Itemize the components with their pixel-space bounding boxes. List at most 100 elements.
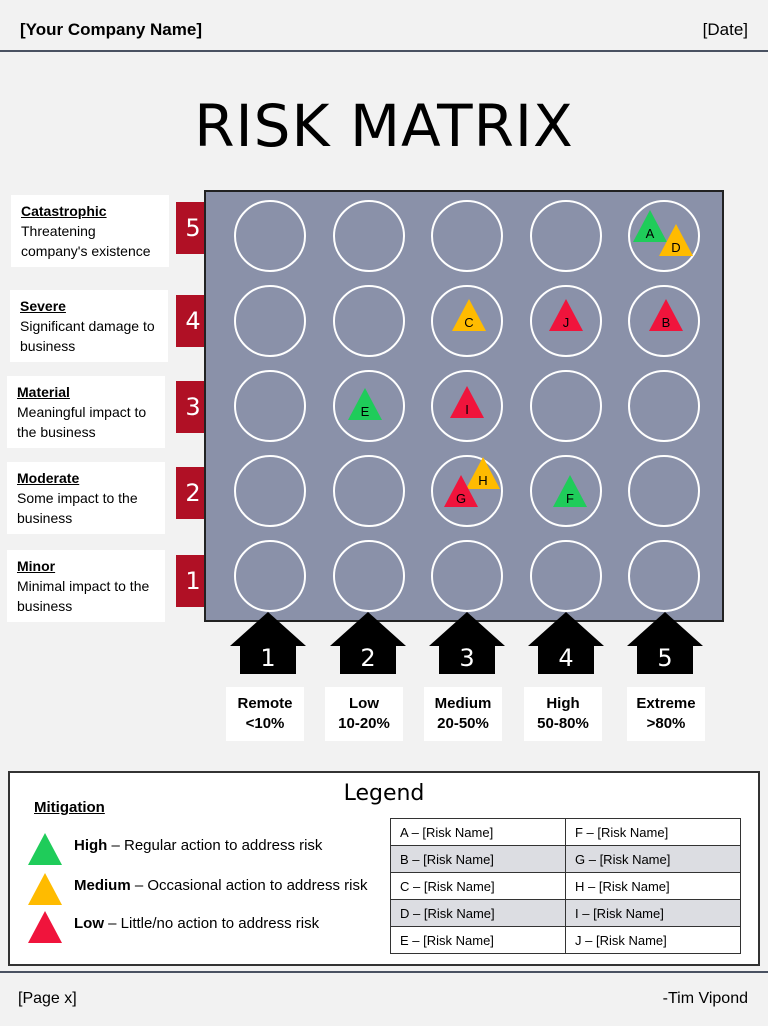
risk-name-table: A – [Risk Name] F – [Risk Name] B – [Risk … — [390, 818, 741, 954]
mitigation-medium-icon — [28, 873, 62, 905]
matrix-cell — [530, 455, 602, 527]
likelihood-label-box: Remote <10% — [226, 687, 304, 741]
risk-marker-label: B — [661, 315, 671, 330]
legend-level: Low — [74, 915, 104, 932]
matrix-cell — [234, 370, 306, 442]
likelihood-name: Remote — [237, 695, 293, 712]
page-number: [Page x] — [18, 990, 77, 1007]
impact-number: 4 — [185, 307, 201, 335]
risk-marker-label: C — [464, 315, 474, 330]
impact-name: Catastrophic — [21, 203, 107, 219]
legend-panel: Legend Mitigation High – Regular action … — [8, 771, 760, 966]
likelihood-arrow: 3 — [429, 612, 505, 674]
impact-label-box: Material Meaningful impact to the busines… — [7, 376, 165, 448]
risk-marker-triangle — [549, 299, 583, 331]
impact-number: 2 — [185, 479, 201, 507]
matrix-cell — [628, 285, 700, 357]
legend-title: Legend — [343, 781, 425, 806]
risk-name-cell: G – [Risk Name] — [565, 845, 741, 873]
risk-marker-triangle — [348, 388, 382, 420]
risk-marker-triangle — [450, 386, 484, 418]
risk-marker-triangle — [553, 475, 587, 507]
impact-name: Moderate — [17, 470, 80, 486]
risk-name-cell: J – [Risk Name] — [565, 926, 741, 954]
likelihood-arrow: 4 — [528, 612, 604, 674]
impact-label-box: Catastrophic Threatening company's existe… — [11, 195, 169, 267]
likelihood-label-box: High 50-80% — [524, 687, 602, 741]
matrix-cell — [628, 370, 700, 442]
risk-name-cell: D – [Risk Name] — [390, 899, 566, 927]
likelihood-number: 3 — [459, 644, 475, 672]
matrix-cell — [333, 540, 405, 612]
impact-name: Severe — [20, 298, 66, 314]
likelihood-name: High — [546, 695, 580, 712]
legend-item-text: High – Regular action to address risk — [74, 837, 322, 854]
risk-marker-triangle — [659, 224, 693, 256]
mitigation-high-icon — [28, 833, 62, 865]
matrix-cell — [628, 455, 700, 527]
matrix-cell — [234, 455, 306, 527]
risk-table-row: D – [Risk Name] I – [Risk Name] — [390, 899, 741, 927]
risk-marker-label: J — [562, 315, 570, 330]
matrix-cell — [431, 370, 503, 442]
mitigation-heading: Mitigation — [34, 799, 105, 816]
risk-name-cell: F – [Risk Name] — [565, 818, 741, 846]
legend-description: – Little/no action to address risk — [104, 915, 320, 932]
matrix-cell — [628, 540, 700, 612]
likelihood-name: Medium — [434, 695, 492, 712]
impact-number: 5 — [185, 214, 201, 242]
page-footer: [Page x] -Tim Vipond — [0, 971, 768, 1026]
risk-name-cell: I – [Risk Name] — [565, 899, 741, 927]
impact-description: Meaningful impact to the business — [17, 404, 147, 440]
matrix-cell — [431, 455, 503, 527]
matrix-cell — [431, 540, 503, 612]
matrix-cell — [431, 200, 503, 272]
likelihood-label-box: Medium 20-50% — [424, 687, 502, 741]
matrix-cell — [234, 540, 306, 612]
matrix-cell — [530, 540, 602, 612]
matrix-cell — [333, 370, 405, 442]
likelihood-number: 4 — [558, 644, 574, 672]
risk-name-cell: A – [Risk Name] — [390, 818, 566, 846]
risk-marker-label: I — [465, 402, 469, 417]
likelihood-number: 5 — [657, 644, 673, 672]
risk-name-cell: E – [Risk Name] — [390, 926, 566, 954]
impact-name: Minor — [17, 558, 56, 574]
matrix-cell — [530, 370, 602, 442]
legend-item-text: Medium – Occasional action to address ri… — [74, 877, 367, 894]
legend-level: Medium — [74, 877, 131, 894]
risk-marker-triangle — [452, 299, 486, 331]
risk-name-cell: H – [Risk Name] — [565, 872, 741, 900]
risk-marker-label: H — [478, 473, 488, 488]
likelihood-range: <10% — [245, 715, 285, 732]
risk-table-row: B – [Risk Name] G – [Risk Name] — [390, 845, 741, 873]
company-name: [Your Company Name] — [20, 20, 202, 39]
mitigation-low-icon — [28, 911, 62, 943]
matrix-cell — [628, 200, 700, 272]
likelihood-name: Extreme — [636, 695, 696, 712]
risk-marker-triangle — [444, 475, 478, 507]
likelihood-range: 50-80% — [537, 715, 589, 732]
matrix-cell — [333, 285, 405, 357]
risk-marker-label: G — [455, 491, 467, 506]
risk-table-row: A – [Risk Name] F – [Risk Name] — [390, 818, 741, 846]
likelihood-number: 1 — [260, 644, 276, 672]
risk-name-cell: C – [Risk Name] — [390, 872, 566, 900]
likelihood-label-box: Low 10-20% — [325, 687, 403, 741]
risk-marker-label: A — [645, 226, 655, 241]
author: -Tim Vipond — [662, 990, 748, 1007]
impact-label-box: Severe Significant damage to business — [10, 290, 168, 362]
likelihood-arrow: 2 — [330, 612, 406, 674]
risk-name-cell: B – [Risk Name] — [390, 845, 566, 873]
likelihood-label-box: Extreme >80% — [627, 687, 705, 741]
likelihood-arrow: 1 — [230, 612, 306, 674]
impact-description: Some impact to the business — [17, 490, 138, 526]
header-date: [Date] — [702, 20, 748, 39]
impact-description: Significant damage to business — [20, 318, 155, 354]
likelihood-range: 10-20% — [338, 715, 390, 732]
risk-marker-label: F — [566, 491, 574, 506]
impact-description: Minimal impact to the business — [17, 578, 150, 614]
likelihood-name: Low — [349, 695, 379, 712]
likelihood-arrow: 5 — [627, 612, 703, 674]
